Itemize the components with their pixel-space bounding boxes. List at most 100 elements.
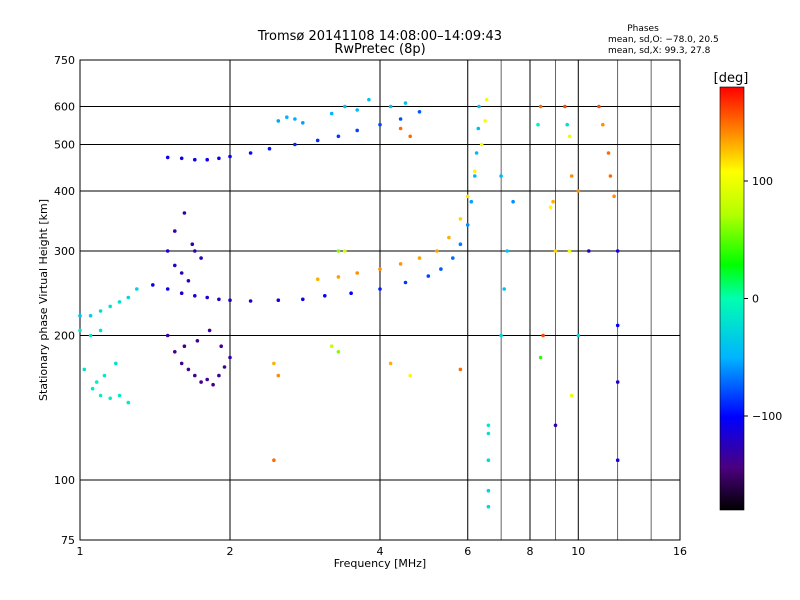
data-point	[473, 169, 477, 173]
data-point	[78, 328, 82, 333]
data-point	[378, 122, 382, 127]
data-point	[222, 365, 227, 369]
data-point	[211, 382, 215, 387]
data-point	[612, 194, 616, 199]
data-point	[78, 313, 82, 318]
data-point	[165, 287, 170, 291]
y-tick-label: 300	[54, 245, 75, 258]
stats-o-mode: mean, sd,O: −78.0, 20.5	[608, 35, 719, 45]
chart-subtitle: RwPretec (8p)	[334, 42, 425, 57]
x-tick-label: 1	[77, 545, 84, 558]
data-point	[272, 361, 276, 366]
data-point	[329, 344, 334, 349]
data-point	[505, 249, 510, 253]
plot-area: 1 2 4 6 8 10 16 75 100 200 300 400 500 600 750	[54, 54, 687, 558]
data-point	[193, 249, 197, 253]
data-point	[108, 396, 112, 401]
data-point	[336, 350, 341, 354]
data-point	[88, 333, 93, 338]
colorbar-ticks: 100 0 −100	[744, 175, 782, 423]
data-point	[343, 104, 347, 109]
data-point	[563, 104, 567, 109]
data-point	[349, 291, 353, 296]
data-point	[179, 291, 184, 296]
data-point	[606, 151, 611, 155]
data-point	[469, 199, 474, 204]
data-point	[569, 393, 574, 398]
data-point	[458, 367, 463, 372]
data-point	[199, 380, 203, 384]
data-point	[473, 174, 477, 178]
data-point	[499, 333, 503, 338]
data-point	[228, 154, 232, 159]
data-point	[276, 119, 281, 123]
colorbar-gradient	[719, 86, 745, 511]
data-point	[551, 199, 555, 204]
data-point	[195, 339, 200, 343]
data-point	[165, 249, 170, 253]
data-point	[355, 108, 360, 112]
x-tick-label: 2	[227, 545, 234, 558]
data-point	[102, 373, 107, 378]
data-point	[293, 142, 297, 147]
data-point	[565, 122, 569, 127]
data-point	[378, 267, 382, 271]
data-point	[567, 249, 572, 253]
data-point	[217, 297, 221, 302]
data-point	[576, 189, 581, 193]
data-point	[248, 151, 253, 155]
data-point	[165, 333, 170, 338]
data-point	[205, 377, 209, 382]
data-point	[465, 223, 470, 227]
data-point	[301, 297, 305, 302]
data-point	[329, 111, 334, 116]
data-point	[615, 380, 620, 384]
data-point	[398, 126, 403, 131]
colorbar-tick-label: 100	[752, 175, 773, 188]
y-tick-label: 500	[54, 139, 75, 152]
data-point	[228, 298, 232, 303]
data-point	[114, 361, 118, 366]
data-point	[615, 249, 620, 253]
data-point	[476, 126, 481, 131]
data-point	[597, 104, 601, 109]
data-point	[483, 119, 487, 123]
axis-ticks: 1 2 4 6 8 10 16 75 100 200 300 400 500 600 750	[54, 54, 687, 558]
data-point	[336, 134, 341, 139]
data-point	[186, 367, 191, 372]
y-tick-label: 600	[54, 101, 75, 114]
data-point	[98, 393, 103, 398]
data-point	[484, 97, 489, 102]
data-point	[94, 380, 99, 384]
data-point	[173, 229, 177, 233]
data-point	[388, 104, 393, 109]
data-point	[276, 373, 281, 378]
data-point	[336, 275, 341, 279]
data-point	[569, 174, 574, 178]
data-point	[486, 458, 491, 463]
data-point	[173, 350, 177, 354]
data-point	[151, 283, 155, 287]
data-point	[117, 300, 122, 304]
data-point	[205, 157, 209, 162]
x-tick-label: 10	[571, 545, 585, 558]
data-point	[90, 386, 95, 391]
data-point	[193, 373, 197, 378]
data-point	[398, 262, 403, 266]
data-point	[435, 249, 439, 253]
colorbar-label: [deg]	[714, 71, 749, 86]
y-tick-label: 75	[61, 534, 75, 547]
data-point	[615, 458, 620, 463]
x-tick-label: 16	[673, 545, 687, 558]
data-point	[217, 156, 221, 161]
data-point	[458, 217, 463, 221]
data-point	[511, 199, 515, 204]
data-point	[536, 122, 540, 127]
y-tick-label: 750	[54, 54, 75, 67]
x-tick-label: 6	[464, 545, 471, 558]
data-point	[474, 151, 479, 155]
data-point	[601, 122, 605, 127]
data-point	[367, 97, 371, 102]
colorbar: [deg] 100 0 −100	[714, 71, 782, 511]
data-point	[408, 134, 413, 139]
